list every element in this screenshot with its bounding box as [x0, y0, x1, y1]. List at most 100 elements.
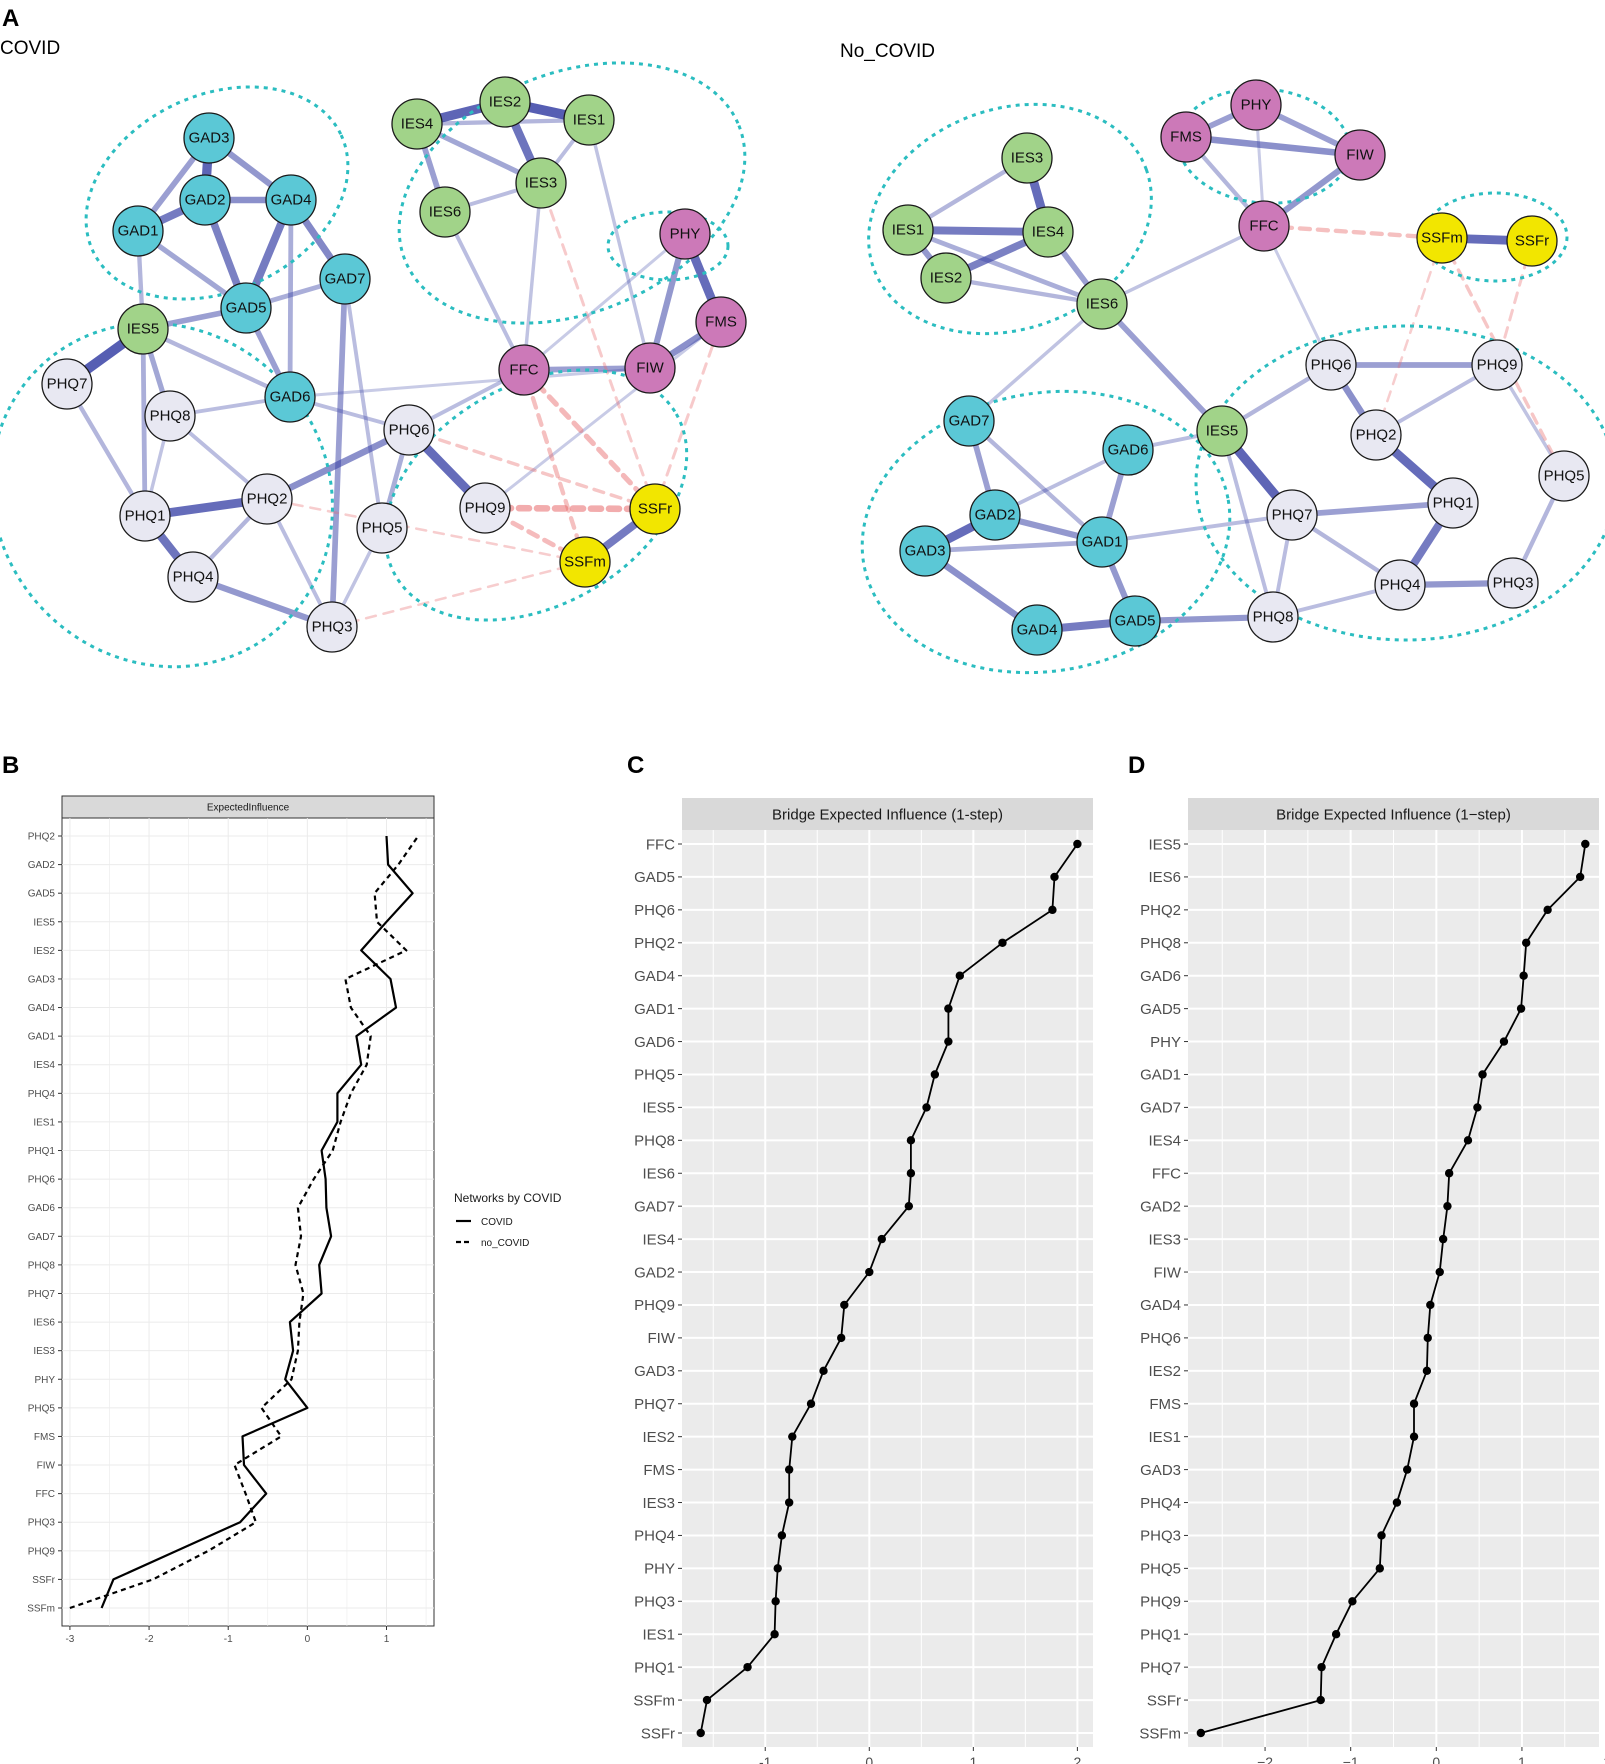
positive-edge: [1099, 301, 1225, 434]
series-line: [1200, 843, 1587, 1734]
y-tick-label: GAD1: [634, 1001, 675, 1018]
data-point: [1473, 1103, 1482, 1112]
data-point: [1519, 971, 1528, 980]
plot-panel: [682, 830, 1093, 1747]
node-label: GAD7: [325, 271, 366, 288]
node-label: IES1: [892, 222, 925, 239]
positive-edge: [922, 539, 1105, 554]
network-node: [1109, 595, 1161, 647]
y-tick-label: PHQ3: [634, 1594, 675, 1611]
node-label: GAD1: [118, 223, 159, 240]
x-axis: −2 −1 0 1 2: [1257, 1747, 1605, 1764]
network-node: [1506, 215, 1558, 267]
y-tick-label: SSFr: [32, 1575, 55, 1586]
network-node: [1230, 79, 1282, 131]
data-point: [1377, 1531, 1386, 1540]
y-tick-label: FIW: [1154, 1264, 1182, 1281]
data-point: [743, 1662, 752, 1672]
network-node: [1022, 206, 1074, 258]
network-node: [1266, 489, 1318, 541]
data-point: [1422, 1366, 1432, 1376]
y-tick-label: PHQ6: [1140, 1330, 1181, 1347]
node-label: PHQ1: [1433, 495, 1474, 512]
node-label: IES1: [573, 112, 606, 129]
node-label: PHQ3: [312, 619, 353, 636]
node-label: PHQ4: [173, 569, 214, 586]
node-label: GAD6: [1108, 442, 1149, 459]
gridlines: [62, 818, 434, 1626]
bridge-expected-influence-plot-c: Bridge Expected Influence (1-step)SSFrSS…: [633, 798, 1093, 1764]
gridlines: [1188, 830, 1599, 1747]
data-point: [1444, 1169, 1454, 1178]
y-tick-label: PHY: [644, 1561, 675, 1578]
negative-edge: [521, 367, 588, 565]
positive-edge: [1220, 429, 1275, 619]
node-label: FMS: [705, 314, 737, 331]
y-tick-label: GAD4: [634, 968, 675, 985]
network-node: [1427, 477, 1479, 529]
data-point: [1478, 1070, 1487, 1079]
x-tick-label: −2: [1257, 1754, 1273, 1764]
y-axis: SSFm SSFr PHQ7 PHQ1 PHQ9 PHQ5 PHQ3 PHQ4 GAD3 IES1…: [1139, 836, 1188, 1742]
node-label: GAD3: [189, 130, 230, 147]
plot-panel: [61, 817, 435, 1627]
data-point: [788, 1432, 797, 1441]
node-label: IES2: [930, 270, 963, 287]
data-point: [906, 1169, 916, 1178]
node-label: GAD4: [271, 192, 312, 209]
x-tick-label: −1: [1343, 1754, 1359, 1764]
network-node: [112, 205, 164, 257]
y-tick-label: PHQ4: [1140, 1495, 1181, 1512]
y-tick-label: IES3: [33, 1346, 55, 1357]
x-tick-label: 2: [1604, 1754, 1605, 1764]
network-node: [1076, 516, 1128, 568]
node-label: FFC: [1249, 218, 1278, 235]
panel-letter-a: A: [2, 5, 19, 32]
y-tick-label: GAD6: [1140, 968, 1181, 985]
positive-edge: [343, 277, 384, 530]
expected-influence-plot: ExpectedInfluence SSFm SSFr PHQ9 PHQ3 FFC FIW F…: [27, 795, 562, 1645]
y-axis: SSFr SSFm PHQ1 IES1 PHQ3 PHY PHQ4 IES3 FMS IES2 PH…: [633, 836, 682, 1742]
x-tick-label: 2: [1073, 1754, 1081, 1764]
y-tick-label: GAD3: [634, 1363, 675, 1380]
data-point: [1423, 1333, 1432, 1343]
y-tick-label: GAD1: [28, 1032, 56, 1043]
data-point: [1048, 905, 1057, 915]
positive-edge: [287, 197, 294, 400]
y-tick-label: GAD4: [28, 1003, 56, 1014]
network-node: [1011, 604, 1063, 656]
x-axis: -1 0 1 2: [759, 1747, 1081, 1764]
network-node: [264, 371, 316, 423]
network-node: [220, 282, 272, 334]
network-node: [899, 525, 951, 577]
network-node: [1076, 278, 1128, 330]
y-tick-label: GAD5: [28, 889, 56, 900]
node-label: GAD2: [185, 192, 226, 209]
x-tick-label: -1: [759, 1754, 772, 1764]
y-tick-label: PHQ4: [634, 1528, 675, 1545]
y-tick-label: PHQ1: [1140, 1626, 1181, 1643]
positive-edge: [522, 232, 687, 372]
positive-edge: [1100, 513, 1294, 544]
network-node: [1160, 111, 1212, 163]
data-point: [1426, 1300, 1435, 1310]
data-point: [1409, 1432, 1419, 1441]
nodes: GAD3 GAD2 GAD1 GAD4 GAD7 GAD5 GAD6 IES4 IES2 IES1…: [41, 76, 747, 653]
network-node: [943, 395, 995, 447]
y-tick-label: PHQ9: [1140, 1594, 1181, 1611]
data-point: [773, 1564, 782, 1573]
y-tick-label: PHQ7: [634, 1396, 675, 1413]
network-node: [1416, 212, 1468, 264]
positive-edge: [140, 326, 148, 519]
network-node: [515, 157, 567, 209]
network-node: [356, 502, 408, 554]
y-tick-label: GAD3: [1140, 1462, 1181, 1479]
edges: [904, 102, 1567, 634]
legend-label: no_COVID: [481, 1238, 529, 1249]
positive-edge: [905, 227, 1105, 307]
network-node: [969, 489, 1021, 541]
y-tick-label: FIW: [648, 1330, 676, 1347]
node-label: IES3: [525, 175, 558, 192]
facet-strip: [61, 795, 435, 819]
positive-edge: [966, 418, 1105, 545]
